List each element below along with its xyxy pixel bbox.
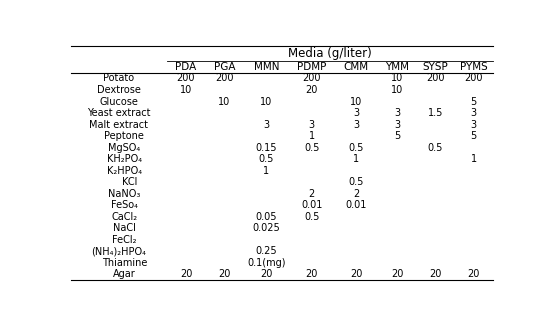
Text: Malt extract: Malt extract [89,120,148,130]
Text: CMM: CMM [344,62,368,72]
Text: 5: 5 [471,131,477,141]
Text: 0.01: 0.01 [301,200,322,210]
Text: 20: 20 [306,269,318,279]
Text: 2: 2 [309,189,315,199]
Text: 20: 20 [390,269,403,279]
Text: 3: 3 [353,108,359,118]
Text: 0.5: 0.5 [304,142,320,152]
Text: 1: 1 [263,166,270,176]
Text: MMN: MMN [254,62,279,72]
Text: 10: 10 [218,97,230,107]
Text: 0.5: 0.5 [304,212,320,222]
Text: 3: 3 [394,108,400,118]
Text: 20: 20 [429,269,442,279]
Text: KCl: KCl [122,177,138,187]
Text: 200: 200 [177,73,195,83]
Text: Glucose: Glucose [100,97,138,107]
Text: 200: 200 [464,73,483,83]
Text: Media (g/liter): Media (g/liter) [288,47,372,60]
Text: PDMP: PDMP [297,62,327,72]
Text: 10: 10 [260,97,272,107]
Text: 0.1(mg): 0.1(mg) [247,258,285,268]
Text: 0.5: 0.5 [428,142,443,152]
Text: NaCl: NaCl [113,223,136,233]
Text: 200: 200 [215,73,234,83]
Text: 5: 5 [394,131,400,141]
Text: 2: 2 [353,189,359,199]
Text: Yeast extract: Yeast extract [87,108,151,118]
Text: 20: 20 [306,85,318,95]
Text: NaNO₃: NaNO₃ [108,189,141,199]
Text: 20: 20 [180,269,192,279]
Text: 20: 20 [260,269,272,279]
Text: 0.5: 0.5 [258,154,274,164]
Text: SYSP: SYSP [422,62,448,72]
Text: MgSO₄: MgSO₄ [108,142,140,152]
Text: 3: 3 [471,108,477,118]
Text: 1.5: 1.5 [428,108,443,118]
Text: (NH₄)₂HPO₄: (NH₄)₂HPO₄ [91,246,146,256]
Text: KH₂PO₄: KH₂PO₄ [107,154,142,164]
Text: 1: 1 [353,154,359,164]
Text: 3: 3 [309,120,315,130]
Text: 20: 20 [350,269,362,279]
Text: Potato: Potato [103,73,134,83]
Text: 5: 5 [471,97,477,107]
Text: 0.5: 0.5 [349,142,364,152]
Text: 3: 3 [471,120,477,130]
Text: Dextrose: Dextrose [97,85,141,95]
Text: PDA: PDA [175,62,196,72]
Text: 3: 3 [263,120,270,130]
Text: 1: 1 [309,131,315,141]
Text: 200: 200 [302,73,321,83]
Text: Peptone: Peptone [104,131,144,141]
Text: Agar: Agar [113,269,136,279]
Text: Thiamine: Thiamine [102,258,147,268]
Text: 200: 200 [426,73,444,83]
Text: 3: 3 [394,120,400,130]
Text: FeCl₂: FeCl₂ [112,235,136,245]
Text: 1: 1 [471,154,477,164]
Text: FeSo₄: FeSo₄ [111,200,138,210]
Text: 0.025: 0.025 [252,223,280,233]
Text: 20: 20 [218,269,230,279]
Text: 3: 3 [353,120,359,130]
Text: 10: 10 [391,73,403,83]
Text: 0.15: 0.15 [256,142,277,152]
Text: PGA: PGA [213,62,235,72]
Text: 10: 10 [350,97,362,107]
Text: 0.05: 0.05 [256,212,277,222]
Text: 10: 10 [180,85,192,95]
Text: 20: 20 [468,269,480,279]
Text: 10: 10 [391,85,403,95]
Text: 0.25: 0.25 [256,246,277,256]
Text: PYMS: PYMS [460,62,487,72]
Text: CaCl₂: CaCl₂ [111,212,138,222]
Text: K₂HPO₄: K₂HPO₄ [107,166,142,176]
Text: 0.01: 0.01 [345,200,367,210]
Text: YMM: YMM [385,62,409,72]
Text: 0.5: 0.5 [349,177,364,187]
